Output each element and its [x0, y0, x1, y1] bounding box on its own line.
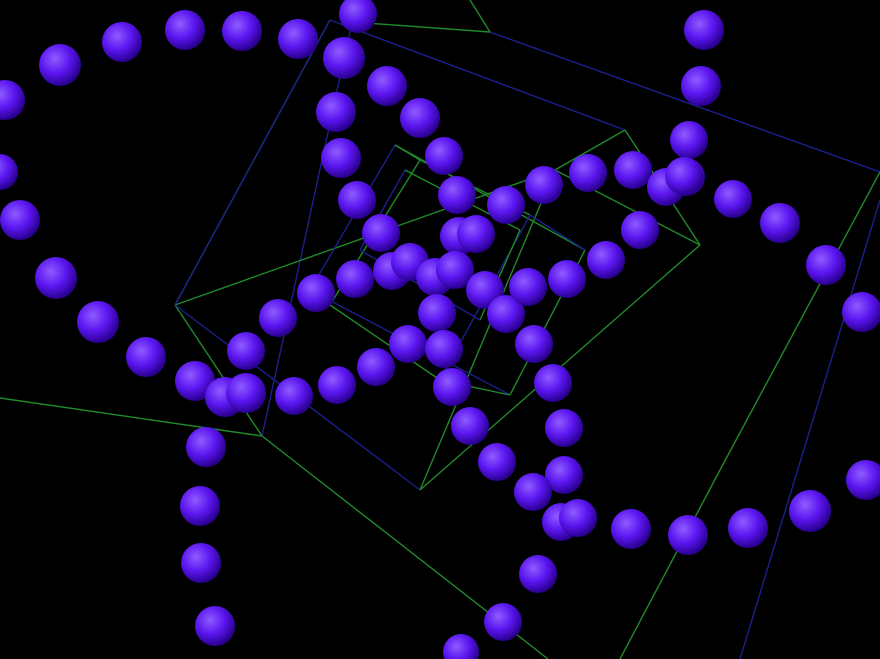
sphere: [400, 98, 440, 138]
sphere: [487, 186, 525, 224]
wire-edge: [351, 21, 491, 33]
sphere: [670, 121, 708, 159]
sphere: [181, 543, 221, 583]
sphere: [165, 10, 205, 50]
sphere: [336, 260, 374, 298]
sphere: [438, 176, 476, 214]
sphere: [418, 294, 456, 332]
wire-edge: [329, 304, 441, 381]
sphere: [186, 427, 226, 467]
sphere: [514, 473, 552, 511]
sphere: [425, 330, 463, 368]
sphere: [621, 211, 659, 249]
sphere: [389, 325, 427, 363]
sphere: [487, 295, 525, 333]
wire-edge: [529, 214, 586, 251]
sphere: [760, 203, 800, 243]
sphere: [227, 332, 265, 370]
sphere: [222, 11, 262, 51]
sphere: [681, 66, 721, 106]
sphere: [321, 138, 361, 178]
sphere: [39, 44, 81, 86]
sphere: [515, 325, 553, 363]
wire-edge: [739, 199, 880, 659]
sphere: [457, 215, 495, 253]
sphere: [714, 180, 752, 218]
wire-edge: [554, 129, 626, 171]
sphere: [789, 490, 831, 532]
sphere: [367, 66, 407, 106]
sphere: [436, 251, 474, 289]
wire-edge: [174, 304, 263, 437]
sphere: [102, 22, 142, 62]
sphere: [806, 245, 846, 285]
sphere: [611, 509, 651, 549]
sphere: [451, 407, 489, 445]
sphere: [548, 260, 586, 298]
sphere: [175, 361, 215, 401]
sphere: [525, 166, 563, 204]
sphere: [180, 486, 220, 526]
sphere: [316, 92, 356, 132]
sphere: [519, 555, 557, 593]
sphere: [323, 37, 365, 79]
wire-edge: [469, 0, 491, 33]
sphere: [478, 443, 516, 481]
sphere: [278, 19, 318, 59]
sphere: [545, 456, 583, 494]
wire-edge: [489, 31, 880, 173]
sphere: [569, 154, 607, 192]
sphere: [77, 301, 119, 343]
sphere: [665, 157, 703, 195]
wire-edge: [619, 469, 721, 659]
sphere: [357, 348, 395, 386]
sphere: [195, 606, 235, 646]
sphere: [684, 10, 724, 50]
sphere: [545, 409, 583, 447]
wire-edge: [719, 171, 880, 471]
sphere: [0, 80, 25, 120]
sphere: [126, 337, 166, 377]
sphere: [0, 154, 18, 190]
wire-edge: [261, 21, 353, 437]
sphere: [0, 200, 40, 240]
sphere: [614, 151, 652, 189]
wire-edge: [394, 144, 421, 161]
sphere: [339, 0, 377, 33]
wire-edge: [329, 19, 626, 131]
sphere: [728, 508, 768, 548]
sphere: [35, 257, 77, 299]
sphere: [846, 460, 880, 500]
sphere: [842, 292, 880, 332]
wire-edge: [174, 19, 331, 306]
sphere: [275, 377, 313, 415]
sphere: [484, 603, 522, 641]
sphere: [587, 241, 625, 279]
sphere: [534, 364, 572, 402]
sphere: [509, 268, 547, 306]
sphere: [318, 366, 356, 404]
wire-edge: [419, 169, 556, 491]
sphere: [668, 515, 708, 555]
sphere: [226, 373, 266, 413]
sphere: [362, 214, 400, 252]
sphere: [425, 137, 463, 175]
wire-edge: [0, 397, 263, 437]
sphere: [338, 181, 376, 219]
sphere: [297, 274, 335, 312]
sphere: [559, 499, 597, 537]
sphere: [259, 299, 297, 337]
sphere: [433, 368, 471, 406]
sphere: [443, 634, 479, 659]
